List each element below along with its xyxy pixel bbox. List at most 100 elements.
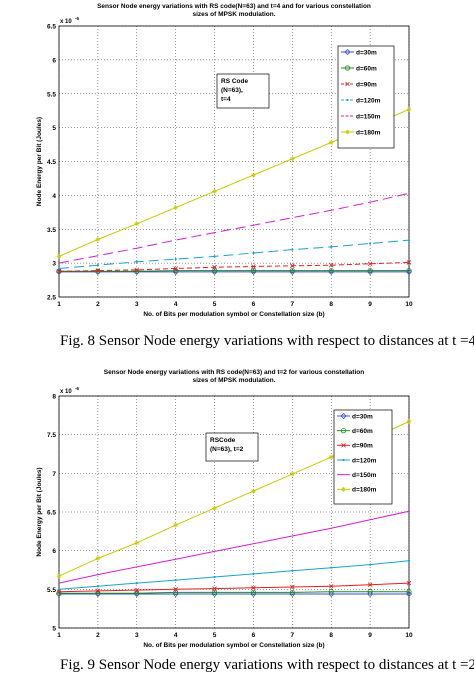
data-point	[250, 267, 257, 274]
y-exponent: x 10	[60, 19, 72, 25]
y-axis-label: Node Energy per Bit (Joules)	[36, 467, 43, 556]
data-point	[135, 260, 138, 263]
x-tick-label: 1	[57, 301, 61, 308]
data-point	[406, 419, 412, 424]
x-tick-label: 4	[174, 301, 178, 308]
y-tick-label: 6	[52, 548, 56, 555]
data-point	[211, 267, 218, 274]
y-tick-label: 5.5	[47, 91, 56, 98]
y-axis-label: Node Energy per Bit (Joules)	[36, 117, 43, 206]
data-point	[330, 566, 333, 569]
data-point	[406, 580, 412, 586]
data-point	[406, 589, 412, 595]
data-point	[173, 522, 179, 528]
data-point	[56, 268, 62, 274]
data-point	[213, 575, 216, 579]
data-point	[289, 471, 295, 477]
data-point	[212, 505, 217, 511]
data-point	[134, 268, 140, 274]
data-point	[407, 559, 411, 562]
data-point	[341, 443, 346, 448]
annotation-text: (N=63),	[221, 87, 243, 94]
y-tick-label: 6.5	[47, 510, 56, 517]
legend-label: d=120m	[356, 97, 381, 104]
y-tick-label: 5	[52, 626, 56, 633]
y-tick-label: 4.5	[47, 159, 56, 166]
y-tick-label: 4	[52, 193, 56, 200]
series-line-d90m	[58, 261, 410, 272]
data-point	[345, 81, 350, 87]
data-point	[330, 245, 333, 248]
data-point	[212, 264, 217, 270]
y-tick-label: 2.5	[47, 295, 56, 302]
annotation-box	[216, 73, 270, 109]
y-exponent-power: -6	[75, 16, 79, 21]
annotation-text: RSCode	[210, 437, 236, 444]
data-point	[56, 253, 62, 259]
data-point	[328, 262, 334, 268]
data-point	[406, 267, 412, 274]
series-line-d150m	[58, 192, 410, 264]
data-point	[56, 573, 62, 579]
y-tick-label: 5.5	[47, 587, 56, 594]
data-point	[250, 590, 257, 598]
data-point	[134, 221, 140, 227]
x-tick-label: 2	[96, 301, 100, 308]
data-point	[134, 267, 140, 273]
x-tick-label: 8	[329, 301, 333, 308]
x-tick-label: 3	[135, 301, 139, 308]
y-tick-label: 7	[52, 471, 56, 478]
y-exponent: x 10	[60, 389, 72, 395]
x-tick-label: 3	[135, 632, 139, 639]
data-point	[406, 106, 412, 112]
x-tick-label: 1	[57, 632, 61, 639]
series-line-d150m	[58, 510, 410, 584]
data-point	[290, 263, 295, 269]
data-point	[289, 267, 295, 274]
chart-title: Sensor Node energy variations with RS co…	[97, 3, 371, 10]
data-point	[367, 261, 373, 267]
y-tick-label: 6.5	[47, 24, 56, 31]
legend-label: d=150m	[356, 113, 381, 120]
legend-label: d=60m	[352, 428, 373, 435]
x-tick-label: 7	[291, 632, 295, 639]
data-point	[56, 589, 62, 594]
y-tick-label: 3.5	[47, 227, 56, 234]
data-point	[369, 563, 372, 566]
legend-label: d=30m	[356, 49, 377, 56]
figure-8-caption: Fig. 8 Sensor Node energy variations wit…	[60, 333, 474, 349]
x-tick-label: 10	[405, 632, 413, 639]
data-point	[173, 589, 179, 596]
legend-label: d=120m	[352, 457, 377, 464]
x-tick-label: 5	[213, 301, 217, 308]
data-point	[289, 590, 296, 598]
x-tick-label: 10	[405, 301, 413, 308]
data-point	[173, 587, 178, 592]
legend-label: d=90m	[352, 443, 373, 450]
data-point	[341, 486, 346, 492]
data-point	[213, 255, 216, 258]
data-point	[96, 264, 99, 267]
data-point	[95, 237, 101, 242]
data-point	[345, 129, 350, 135]
legend-label: d=150m	[352, 472, 377, 479]
data-point	[96, 585, 99, 588]
figure-9-caption: Fig. 9 Sensor Node energy variations wit…	[60, 657, 474, 673]
data-point	[251, 264, 256, 269]
series-line-d120m	[58, 560, 410, 590]
y-exponent-power: -6	[75, 386, 79, 391]
data-point	[95, 556, 101, 561]
annotation-text: t=4	[221, 96, 231, 103]
data-point	[328, 267, 334, 274]
x-tick-label: 6	[252, 301, 256, 308]
data-point	[57, 267, 61, 270]
annotation-text: (N=63), t=2	[210, 446, 244, 453]
chart-title-line2: sizes of MPSK modulation.	[192, 11, 275, 18]
y-tick-label: 6	[52, 57, 56, 64]
x-tick-label: 8	[329, 632, 333, 639]
legend-label: d=180m	[352, 487, 377, 494]
data-point	[367, 267, 373, 274]
annotation-box	[205, 432, 259, 462]
y-tick-label: 7.5	[47, 432, 56, 439]
data-point	[367, 582, 373, 587]
